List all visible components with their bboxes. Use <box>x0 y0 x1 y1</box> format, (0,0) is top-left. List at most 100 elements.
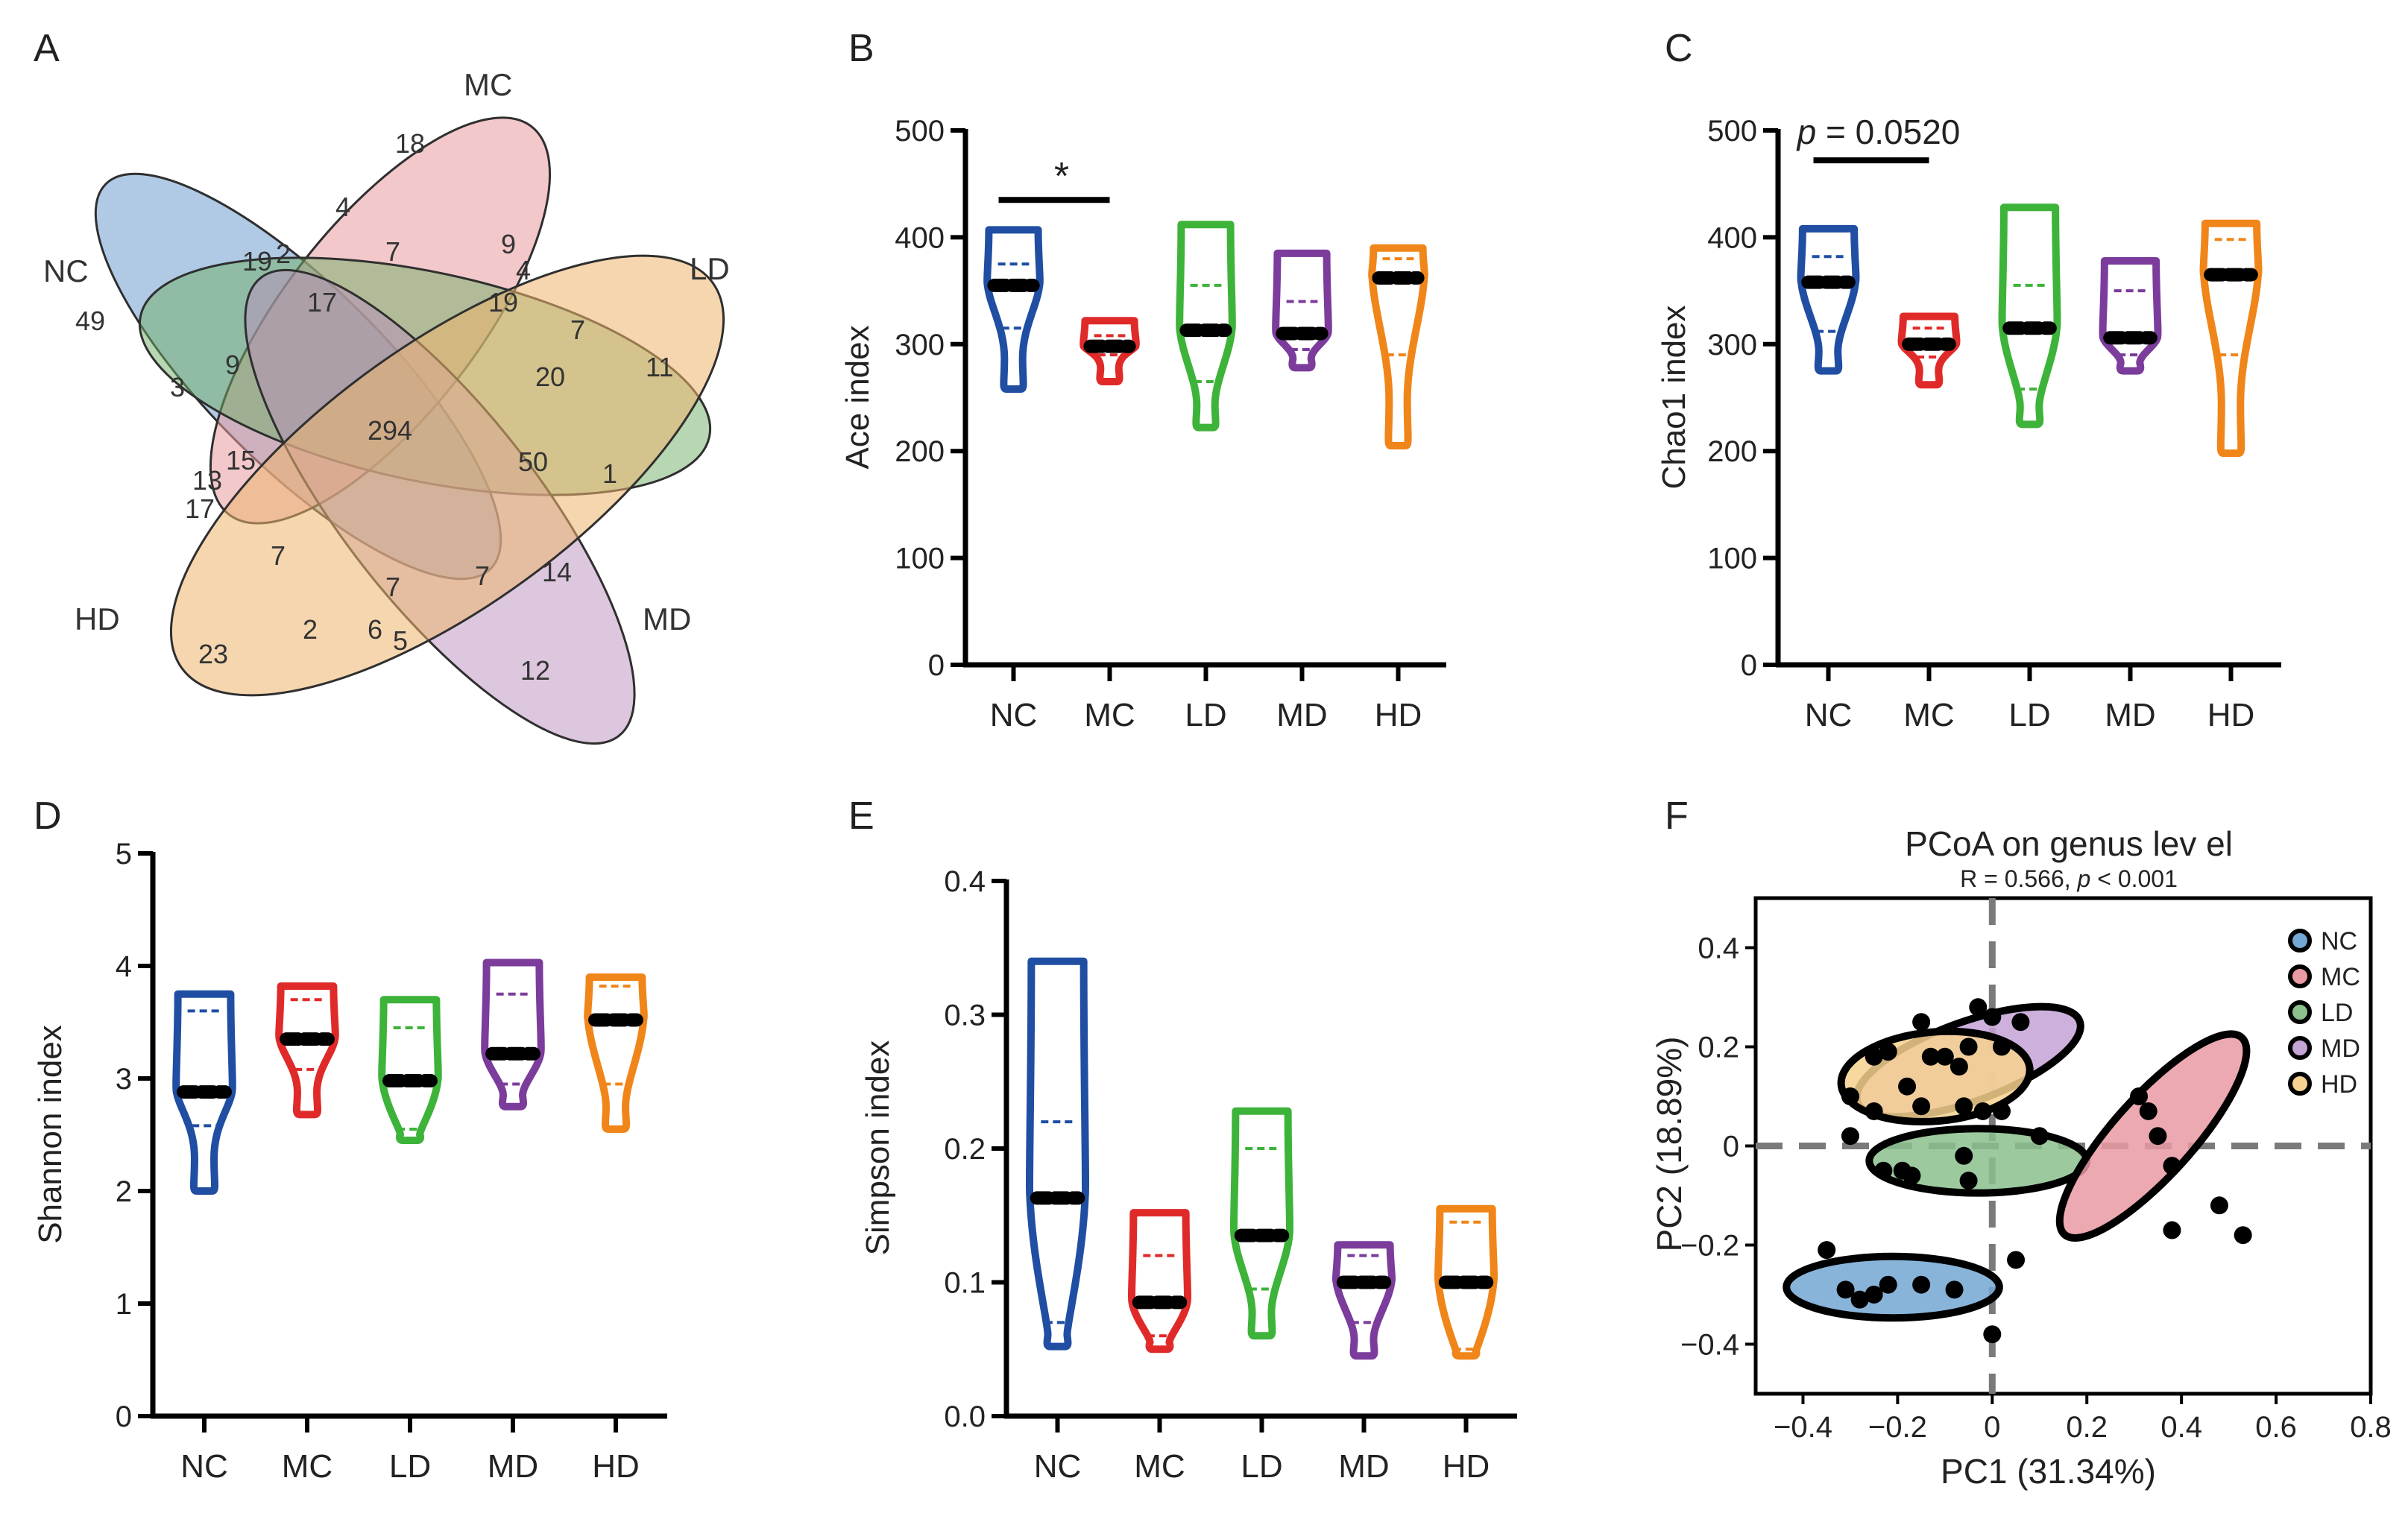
violin-md <box>1332 1241 1396 1360</box>
x-category-label: NC <box>1805 697 1853 733</box>
venn-count: 19 <box>242 246 272 277</box>
pcoa-title: PCoA on genus lev el <box>1905 824 2233 863</box>
venn-count: 4 <box>335 192 350 222</box>
venn-count: 1 <box>602 458 617 489</box>
data-point <box>2210 1196 2228 1215</box>
data-point <box>1993 1102 2011 1120</box>
y-tick-label: 0 <box>1723 1131 1739 1163</box>
data-point <box>2163 1157 2181 1175</box>
x-category-label: MC <box>1134 1448 1185 1485</box>
venn-count: 3 <box>170 372 185 402</box>
violin-mc <box>275 982 339 1119</box>
venn-count: 294 <box>368 415 412 446</box>
x-tick-label: 0.6 <box>2255 1411 2297 1444</box>
data-point <box>1959 1037 1978 1056</box>
venn-count: 18 <box>395 128 425 159</box>
data-point <box>1818 1241 1836 1260</box>
y-tick-label: 0.1 <box>944 1267 986 1300</box>
data-point <box>1955 1146 1973 1165</box>
legend-marker-nc <box>2288 929 2312 953</box>
venn-count: 11 <box>646 352 673 382</box>
data-point <box>1874 1161 1893 1180</box>
panel-letter-f: F <box>1665 795 1689 838</box>
data-point <box>1865 1286 1883 1304</box>
x-category-label: MD <box>2105 697 2155 733</box>
y-tick-label: 100 <box>1707 543 1757 575</box>
p-value-label: p = 0.0520 <box>1796 113 1961 151</box>
venn-count: 17 <box>307 287 337 318</box>
y-tick-label: −0.4 <box>1680 1329 1739 1362</box>
x-category-label: MD <box>488 1448 538 1485</box>
legend-label: NC <box>2321 927 2357 956</box>
data-point <box>2007 1251 2026 1269</box>
legend-marker-hd <box>2288 1072 2312 1096</box>
venn-count: 6 <box>368 614 382 645</box>
data-point <box>1950 1058 1968 1076</box>
violin-nc <box>1797 224 1860 375</box>
data-point <box>1912 1275 1931 1294</box>
x-category-label: LD <box>1185 697 1226 733</box>
panel-a-venn: A MC NC LD MD HD 49 18 11 12 23 294 4 19… <box>34 27 730 745</box>
subtitle-p: p <box>2077 865 2091 892</box>
venn-count: 4 <box>516 255 531 285</box>
venn-count: 12 <box>520 655 550 686</box>
y-tick-label: −0.2 <box>1680 1230 1739 1263</box>
data-point <box>1865 1047 1883 1066</box>
violin-nc <box>1025 957 1090 1351</box>
y-tick-label: 0.2 <box>1698 1032 1739 1064</box>
legend-marker-ld <box>2288 1000 2312 1024</box>
data-point <box>1879 1275 1897 1294</box>
x-category-label: LD <box>2008 697 2050 733</box>
violin-md <box>1272 249 1332 372</box>
y-tick-label: 200 <box>1707 435 1757 468</box>
data-point <box>1935 1047 1954 1066</box>
panel-letter-a: A <box>34 27 60 70</box>
violin-md <box>481 958 545 1111</box>
y-tick-label: 500 <box>895 115 945 148</box>
data-point <box>1959 1172 1978 1190</box>
venn-count: 13 <box>192 465 222 496</box>
legend-marker-mc <box>2288 964 2312 988</box>
venn-ellipses <box>94 116 725 745</box>
y-tick-label: 200 <box>895 435 945 468</box>
panel-f-pcoa: PCoA on genus lev elR = 0.566, p < 0.001… <box>1650 824 2392 1491</box>
venn-count: 7 <box>475 560 490 591</box>
panel-e-simpson-violin: 0.0 0.1 0.2 0.3 0.4 Simpson index NC MC LD MD HD <box>860 865 1517 1485</box>
x-tick-label: 0.2 <box>2066 1411 2108 1444</box>
x-category-label: HD <box>1443 1448 1490 1485</box>
venn-count: 7 <box>385 572 400 602</box>
legend-label: HD <box>2321 1070 2357 1099</box>
x-tick-label: 0 <box>1984 1411 2000 1444</box>
x-category-label: NC <box>180 1448 228 1485</box>
legend-marker-md <box>2288 1036 2312 1060</box>
venn-count: 23 <box>198 639 228 669</box>
x-category-label: NC <box>990 697 1038 733</box>
venn-set-label-ld: LD <box>690 251 730 286</box>
violin-nc <box>983 226 1044 394</box>
x-tick-label: 0.8 <box>2350 1411 2392 1444</box>
violin-ld <box>1998 203 2061 429</box>
legend-label: LD <box>2321 999 2353 1027</box>
panel-letter-c: C <box>1665 27 1693 70</box>
venn-set-label-hd: HD <box>75 601 120 637</box>
data-point <box>1921 1047 1940 1066</box>
data-point <box>1983 1008 2002 1026</box>
y-axis-label: Shannon index <box>32 1025 69 1244</box>
venn-count: 7 <box>385 236 400 267</box>
x-category-label: MC <box>1903 697 1954 733</box>
venn-set-label-mc: MC <box>464 67 512 102</box>
data-point <box>2149 1127 2167 1146</box>
data-point <box>1993 1037 2011 1056</box>
panel-c-chao1-violin: 0 100 200 300 400 500 Chao1 index NC MC LD MD HD p =… <box>1656 113 2281 733</box>
y-tick-label: 400 <box>1707 221 1757 254</box>
p-italic: p <box>1796 113 1817 151</box>
x-category-label: NC <box>1034 1448 1082 1485</box>
y-tick-label: 500 <box>1707 115 1757 148</box>
y-axis-label: Simpson index <box>860 1040 896 1256</box>
data-point <box>1912 1097 1931 1116</box>
y-tick-label: 3 <box>116 1063 132 1096</box>
data-point <box>1879 1043 1897 1061</box>
venn-count: 50 <box>518 446 548 477</box>
y-tick-label: 0 <box>116 1400 132 1433</box>
